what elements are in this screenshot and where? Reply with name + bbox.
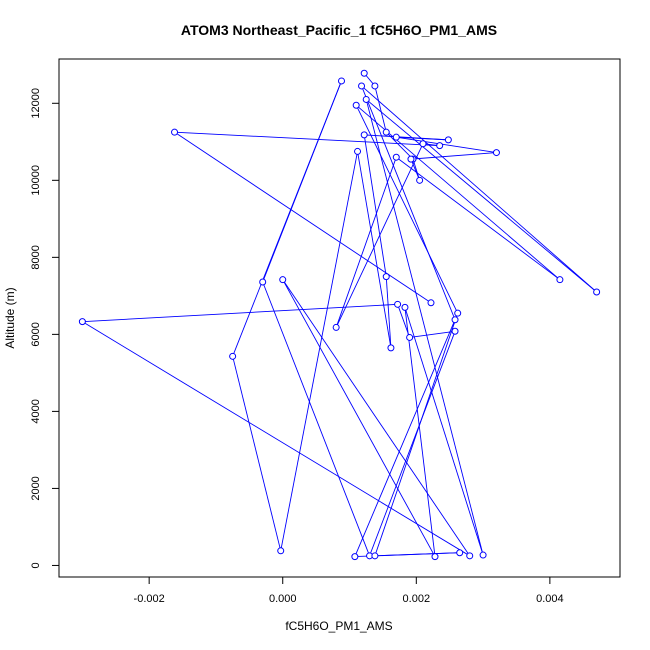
x-tick-label: 0.004 [536, 593, 564, 605]
data-point [371, 82, 379, 90]
data-point [456, 549, 464, 557]
data-point [360, 69, 368, 77]
data-point [382, 273, 390, 281]
y-tick-label: 8000 [30, 245, 42, 269]
series-segment [82, 321, 470, 557]
series-segment [174, 131, 432, 304]
series-segment [369, 331, 456, 556]
series-points [78, 69, 601, 561]
series-segment [365, 99, 484, 556]
x-axis-label: fC5H6O_PM1_AMS [285, 619, 392, 633]
y-axis-label: Altitude (m) [3, 287, 17, 348]
data-point [427, 299, 435, 307]
series-segment [174, 131, 440, 147]
data-point [78, 318, 86, 326]
series-segment [374, 313, 459, 556]
data-point [431, 553, 439, 561]
series-segment [404, 307, 484, 556]
data-point [394, 300, 402, 308]
data-point [492, 149, 500, 157]
series-segment [363, 134, 387, 277]
series-segment [282, 279, 471, 557]
y-tick-label: 2000 [30, 476, 42, 500]
data-point [593, 288, 601, 296]
series-segment [364, 134, 449, 141]
data-point [451, 327, 459, 335]
series-segment [262, 80, 342, 283]
series-segment [385, 276, 392, 348]
y-tick-label: 0 [30, 562, 42, 568]
series-segment [82, 303, 398, 323]
data-point [259, 278, 267, 286]
series-segment [410, 152, 497, 160]
series-segment [282, 279, 436, 557]
series-segment [232, 356, 282, 551]
data-point [406, 333, 414, 341]
data-point [354, 147, 362, 155]
series-segment [262, 281, 370, 556]
x-tick-label: 0.002 [403, 593, 431, 605]
series-segment [335, 143, 424, 328]
series-segment [365, 99, 597, 293]
data-point [436, 142, 444, 150]
y-tick-label: 6000 [30, 322, 42, 346]
data-point [279, 276, 287, 284]
y-tick-label: 12000 [30, 88, 42, 119]
y-tick-label: 4000 [30, 399, 42, 423]
data-point [360, 131, 368, 139]
data-point [479, 551, 487, 559]
data-point [556, 276, 564, 284]
data-point [371, 552, 379, 560]
series-segment [361, 85, 456, 320]
series-segment [280, 151, 358, 551]
y-axis: 0 2000 4000 6000 8000 10000 12000 [30, 88, 60, 569]
series-segment [410, 158, 421, 181]
series-segment [354, 319, 456, 557]
data-point [451, 316, 459, 324]
series-segment [357, 151, 392, 348]
x-tick-label: -0.002 [134, 593, 165, 605]
data-point [387, 344, 395, 352]
data-point [332, 323, 340, 331]
data-point [171, 128, 179, 136]
data-point [392, 153, 400, 161]
data-point [444, 136, 452, 144]
series-segment [396, 136, 497, 154]
series-segment [409, 330, 456, 338]
data-point [419, 140, 427, 148]
series-segment [374, 85, 387, 133]
series-segment [355, 104, 561, 281]
data-point [229, 352, 237, 360]
x-tick-label: 0.000 [269, 593, 297, 605]
series-segment [361, 85, 597, 293]
series-segment [374, 552, 460, 557]
data-point [277, 547, 285, 555]
data-point [407, 155, 415, 163]
data-point [352, 101, 360, 109]
data-point [358, 82, 366, 90]
data-point [362, 95, 370, 103]
data-point [351, 553, 359, 561]
y-tick-label: 10000 [30, 165, 42, 196]
x-axis: -0.002 0.000 0.002 0.004 [134, 576, 564, 605]
data-point [416, 176, 424, 184]
data-point [401, 303, 409, 311]
data-point [466, 552, 474, 560]
series-lines [82, 72, 597, 558]
data-point [454, 309, 462, 317]
series-segment [335, 157, 397, 328]
series-segment [395, 156, 561, 281]
data-point [382, 128, 390, 136]
series-segment [355, 105, 459, 314]
data-point [392, 133, 400, 141]
chart-title: ATOM3 Northeast_Pacific_1 fC5H6O_PM1_AMS [181, 22, 497, 38]
data-point [338, 77, 346, 85]
series-segment [404, 307, 436, 557]
